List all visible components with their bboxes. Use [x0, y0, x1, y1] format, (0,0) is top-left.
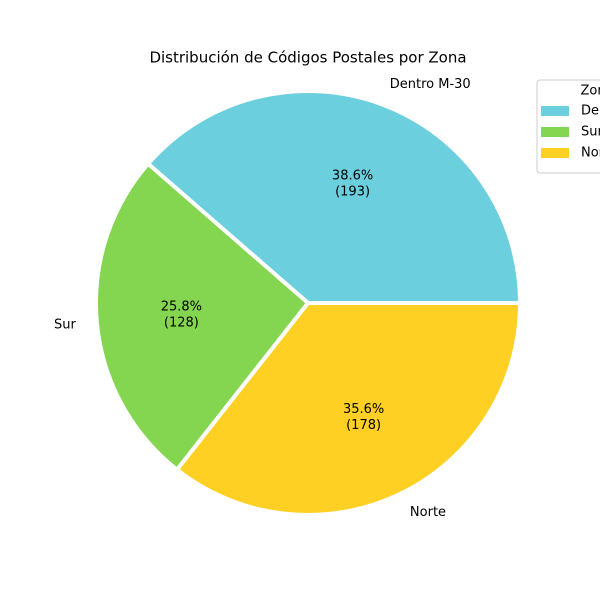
slice-label: Norte — [410, 505, 446, 520]
legend-swatch — [541, 148, 569, 158]
legend-label: Dentro M-30 — [581, 104, 600, 119]
slice-label: Sur — [54, 317, 76, 332]
pie-slice — [145, 89, 523, 305]
chart-title: Distribución de Códigos Postales por Zon… — [149, 49, 466, 67]
count-label: (178) — [346, 418, 381, 433]
percent-label: 38.6% — [332, 168, 373, 183]
slice-label: Dentro M-30 — [390, 77, 471, 92]
count-label: (128) — [164, 315, 199, 330]
legend-title: Zona — [580, 84, 600, 99]
percent-label: 35.6% — [343, 402, 384, 417]
pie-slice — [174, 301, 523, 517]
pie-slice — [94, 160, 311, 473]
legend-label: Norte — [581, 146, 600, 161]
percent-label: 25.8% — [161, 299, 202, 314]
legend-label: Sur — [581, 125, 600, 140]
legend-swatch — [541, 127, 569, 137]
count-label: (193) — [335, 184, 370, 199]
legend-swatch — [541, 106, 569, 116]
